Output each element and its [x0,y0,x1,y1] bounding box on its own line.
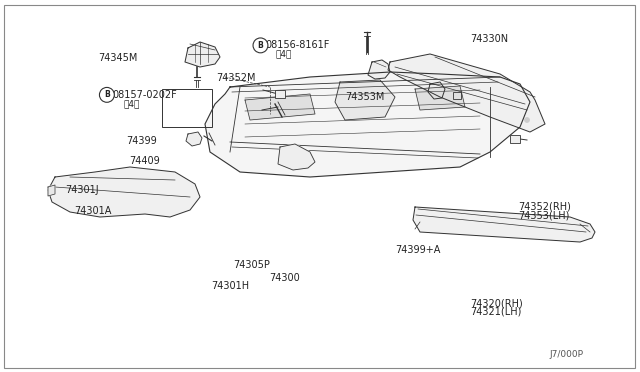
Text: 08156-8161F: 08156-8161F [266,41,330,50]
Text: 74353M: 74353M [346,92,385,102]
Text: 74300: 74300 [269,273,300,283]
Bar [162,89,212,127]
Text: 74352M: 74352M [216,73,256,83]
Polygon shape [335,80,395,120]
Polygon shape [48,167,200,217]
Bar [453,92,461,99]
Text: 74345M: 74345M [98,53,138,62]
Text: B: B [104,90,109,99]
Polygon shape [415,86,465,110]
Text: 74409: 74409 [129,156,160,166]
Text: 74399: 74399 [126,136,157,145]
Text: B: B [258,41,263,50]
Polygon shape [48,185,55,196]
Circle shape [99,87,115,102]
Text: 74301J: 74301J [65,185,99,195]
Text: 74320(RH): 74320(RH) [470,298,523,308]
Text: 74399+A: 74399+A [396,245,441,255]
Polygon shape [186,132,202,146]
Polygon shape [278,144,315,170]
Polygon shape [245,94,315,120]
Polygon shape [185,42,220,67]
Bar [275,90,285,98]
Polygon shape [388,54,545,132]
Text: 74301H: 74301H [211,282,250,291]
Circle shape [253,38,268,53]
Ellipse shape [525,118,529,122]
Bar [510,135,520,143]
Text: 74305P: 74305P [234,260,271,270]
Polygon shape [368,60,390,79]
Text: J7/000P: J7/000P [549,350,584,359]
Text: 74301A: 74301A [75,206,112,216]
Polygon shape [205,72,530,177]
Polygon shape [413,207,595,242]
Text: 〈4〉: 〈4〉 [124,99,140,108]
Text: 〈4〉: 〈4〉 [275,49,292,58]
Text: 74353(LH): 74353(LH) [518,211,570,221]
Text: 08157-0202F: 08157-0202F [112,90,177,100]
Text: 74321(LH): 74321(LH) [470,307,522,317]
Text: 74330N: 74330N [470,34,509,44]
Text: 74352(RH): 74352(RH) [518,202,572,211]
Polygon shape [428,82,445,99]
